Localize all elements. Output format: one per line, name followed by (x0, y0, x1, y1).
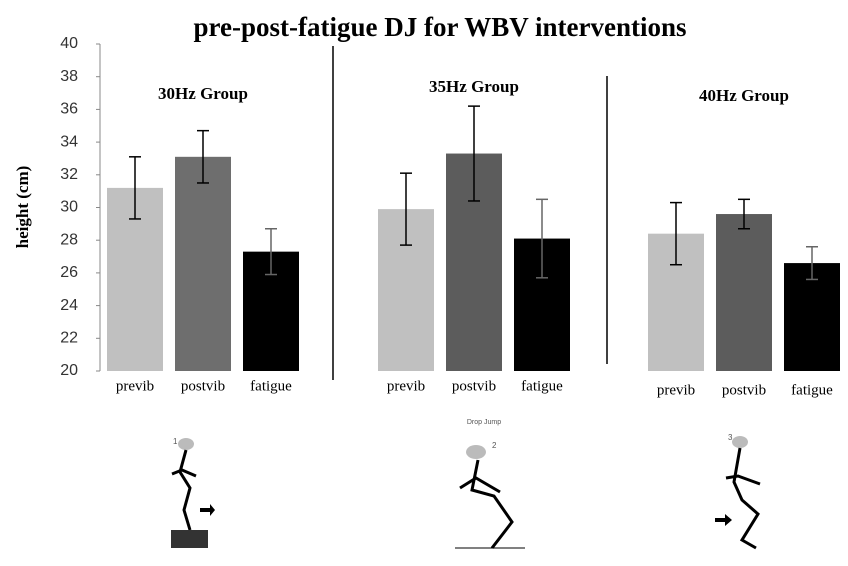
figure-caption: Drop Jump (467, 419, 501, 426)
chart-title: pre-post-fatigue DJ for WBV intervention… (194, 12, 687, 42)
x-tick-label: postvib (452, 378, 496, 394)
x-tick-label: postvib (181, 378, 225, 394)
x-tick-label: fatigue (791, 382, 833, 398)
y-tick-label: 22 (60, 330, 78, 347)
figure-label: 3 (728, 433, 733, 442)
x-tick-label: previb (387, 378, 425, 394)
y-tick-label: 28 (60, 231, 78, 248)
bar (716, 214, 772, 371)
x-tick-label: fatigue (521, 378, 563, 394)
x-tick-label: fatigue (250, 378, 292, 394)
y-tick-label: 38 (60, 68, 78, 85)
y-axis-label: height (cm) (13, 166, 32, 249)
figure-label: 1 (173, 437, 178, 446)
group-label: 40Hz Group (699, 86, 789, 105)
group-label: 35Hz Group (429, 77, 519, 96)
bar (784, 263, 840, 371)
x-tick-label: previb (657, 382, 695, 398)
y-tick-label: 24 (60, 297, 78, 314)
jumper-figure (171, 436, 761, 550)
x-tick-label: postvib (722, 382, 766, 398)
y-tick-label: 40 (60, 35, 78, 52)
y-tick-label: 20 (60, 362, 78, 379)
y-tick-label: 36 (60, 101, 78, 118)
y-tick-label: 34 (60, 133, 78, 150)
x-tick-label: previb (116, 378, 154, 394)
group-label: 30Hz Group (158, 84, 248, 103)
y-tick-label: 26 (60, 264, 78, 281)
figure-label: 2 (492, 441, 497, 450)
y-tick-label: 32 (60, 166, 78, 183)
y-tick-label: 30 (60, 199, 78, 216)
bar (175, 156, 231, 371)
